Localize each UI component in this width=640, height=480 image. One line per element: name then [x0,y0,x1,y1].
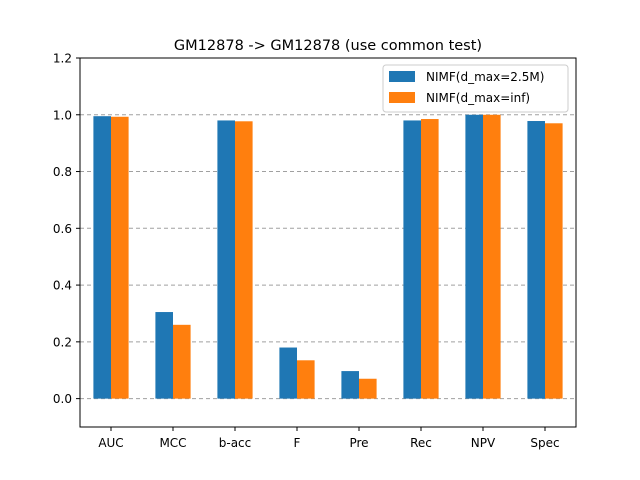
x-tick-label: Spec [530,436,559,450]
bar-auc-series-1 [93,116,111,399]
y-tick-label: 0.0 [53,392,72,406]
bar-mcc-series-1 [155,312,173,399]
bar-rec-series-1 [403,120,421,399]
bar-b-acc-series-1 [217,120,235,399]
x-tick-label: Rec [410,436,432,450]
legend-label: NIMF(d_max=2.5M) [426,70,544,84]
plot-area-frame [79,57,577,428]
bar-pre-series-2 [359,378,377,399]
y-tick-label: 0.6 [53,222,72,236]
x-tick-label: NPV [471,436,496,450]
bars [93,114,563,399]
bar-f-series-2 [297,360,315,399]
y-tick-label: 0.2 [53,335,72,349]
bar-spec-series-1 [527,121,545,399]
chart-title: GM12878 -> GM12878 (use common test) [174,38,482,54]
legend-swatch [389,71,415,82]
legend: NIMF(d_max=2.5M) NIMF(d_max=inf) [382,64,569,113]
y-tick-label: 1.2 [53,52,72,66]
y-axis: 0.0 0.2 0.4 0.6 0.8 1.0 1.2 [53,52,80,406]
legend-box [382,64,569,113]
bar-npv-series-1 [465,114,483,399]
bar-pre-series-1 [341,371,359,399]
x-tick-label: b-acc [219,436,252,450]
legend-swatch [389,92,415,103]
y-tick-label: 0.8 [53,165,72,179]
x-tick-label: MCC [159,436,186,450]
bar-rec-series-2 [421,119,439,399]
bar-npv-series-2 [483,114,501,399]
legend-label: NIMF(d_max=inf) [426,91,530,105]
bar-mcc-series-2 [173,324,191,399]
bar-b-acc-series-2 [235,121,253,399]
y-tick-label: 1.0 [53,108,72,122]
x-axis: AUC MCC b-acc F Pre Rec NPV Spec [98,427,560,450]
x-tick-label: AUC [98,436,123,450]
bar-f-series-1 [279,347,297,399]
x-tick-label: Pre [349,436,368,450]
bar-spec-series-2 [545,123,563,399]
x-tick-label: F [294,436,301,450]
bar-auc-series-2 [111,116,129,399]
y-tick-label: 0.4 [53,279,72,293]
